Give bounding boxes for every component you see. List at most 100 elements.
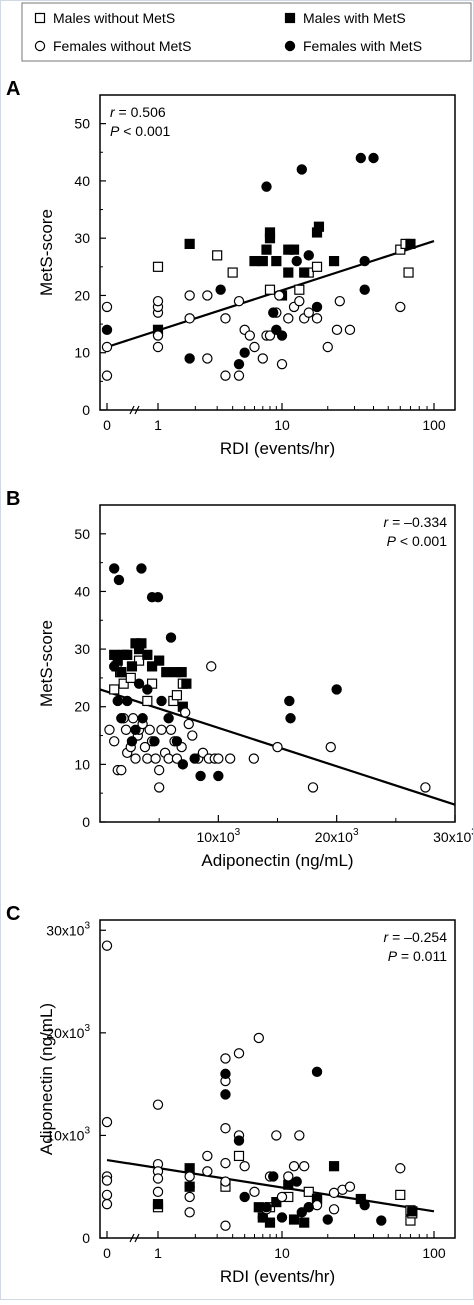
filled-square-data-point: [184, 238, 195, 250]
y-tick-label: 0: [82, 814, 90, 830]
open-circle-data-point: [288, 1160, 300, 1172]
filled-square-data-point: [142, 649, 153, 660]
legend-label: Males without MetS: [53, 10, 175, 26]
open-square-data-point: [152, 261, 164, 272]
open-circle-data-point: [153, 782, 165, 793]
filled-circle-data-point: [296, 164, 308, 175]
open-circle-data-point: [420, 782, 431, 793]
open-circle-data-point: [139, 741, 151, 753]
open-circle-data-point: [233, 370, 245, 381]
filled-circle-data-point: [116, 713, 127, 724]
p-value-text: P < 0.001: [110, 123, 171, 139]
open-circle-data-point: [184, 313, 195, 324]
filled-circle-data-point: [152, 592, 164, 603]
axis-break: [134, 1233, 140, 1243]
filled-circle-data-point: [276, 1212, 288, 1223]
x-tick-label: 1: [154, 417, 162, 433]
x-axis-label: RDI (events/hr): [220, 1267, 335, 1286]
filled-square-data-point: [288, 1214, 300, 1225]
filled-circle-data-point: [130, 724, 141, 735]
p-symbol: P: [387, 533, 397, 549]
open-circle-data-point: [303, 307, 314, 318]
y-tick-label: 20: [74, 287, 90, 303]
filled-circle-data-point: [239, 1191, 250, 1203]
filled-circle-data-point: [311, 1066, 323, 1078]
open-circle-data-point: [233, 295, 245, 307]
open-circle-data-point: [152, 295, 164, 307]
filled-circle-data-point: [285, 713, 296, 724]
r-value: = –0.334: [388, 514, 447, 530]
filled-circle-data-point: [296, 1207, 308, 1218]
open-circle-data-point: [272, 741, 283, 753]
open-circle-data-point: [187, 730, 198, 741]
filled-circle-data-point: [261, 181, 272, 192]
filled-square-data-point: [261, 244, 272, 255]
open-circle-data-point: [184, 1191, 195, 1203]
open-square-data-point: [395, 1189, 406, 1201]
open-square-data-point: [233, 1150, 245, 1162]
open-circle-data-point: [249, 341, 260, 353]
open-circle-data-point: [108, 736, 120, 747]
open-circle-data-point: [202, 1150, 213, 1162]
open-circle-data-point: [249, 1186, 260, 1198]
panel-letter: C: [6, 903, 20, 925]
filled-square-data-point: [257, 255, 268, 267]
open-circle-data-point: [153, 764, 165, 776]
open-circle-data-point: [325, 741, 336, 753]
open-circle-data-point: [156, 724, 167, 735]
x-axis-label: RDI (events/hr): [220, 439, 335, 458]
filled-circle-data-point: [220, 1089, 231, 1100]
filled-circle-data-point: [165, 632, 177, 643]
open-circle-data-point: [220, 313, 231, 324]
open-circle-data-point: [144, 724, 155, 735]
open-circle-data-point: [299, 1160, 310, 1172]
open-circle-data-point: [220, 1123, 231, 1134]
open-circle-data-point: [152, 330, 164, 341]
tick-exponent: 3: [235, 827, 241, 838]
filled-circle-data-point: [233, 358, 245, 370]
axis-break: [129, 1233, 135, 1243]
open-circle-legend-marker: [34, 40, 46, 52]
filled-square-data-point: [405, 238, 416, 250]
r-symbol: r: [384, 929, 390, 945]
filled-circle-data-point: [189, 753, 200, 764]
open-square-legend-marker: [34, 12, 46, 24]
panel-letter: A: [6, 78, 20, 100]
filled-square-data-point: [161, 667, 172, 678]
open-circle-data-point: [120, 724, 132, 735]
open-circle-data-point: [213, 753, 224, 764]
filled-square-data-point: [271, 255, 282, 267]
y-axis-label: MetS-score: [37, 620, 56, 707]
open-circle-data-point: [206, 661, 217, 672]
filled-square-data-point: [154, 655, 165, 666]
open-circle-data-point: [202, 290, 213, 301]
legend-label: Females with MetS: [303, 38, 422, 54]
filled-circle-data-point: [101, 324, 113, 336]
filled-circle-data-point: [322, 1214, 333, 1225]
filled-square-data-point: [328, 255, 340, 267]
y-tick-label: 40: [74, 173, 90, 189]
y-tick-label: 30: [74, 230, 90, 246]
panel-letter: B: [6, 488, 20, 510]
correlation-text: r = 0.506: [110, 104, 166, 120]
open-circle-data-point: [294, 295, 305, 307]
filled-square-data-point: [299, 1217, 310, 1228]
open-circle-data-point: [328, 1187, 340, 1199]
filled-square-data-point: [264, 227, 276, 238]
open-square-data-point: [133, 655, 145, 666]
x-tick-label: 30x103: [433, 827, 474, 845]
filled-circle-data-point: [149, 736, 160, 747]
open-square-data-point: [142, 695, 153, 707]
filled-square-data-point: [299, 267, 310, 278]
filled-circle-data-point: [113, 574, 125, 586]
r-value: = 0.506: [115, 104, 166, 120]
legend: Males without MetS Males with MetS Females…: [21, 2, 472, 62]
open-circle-data-point: [220, 1053, 231, 1064]
filled-circle-data-point: [303, 250, 314, 261]
filled-square-data-point: [271, 1196, 282, 1208]
filled-circle-data-point: [133, 678, 145, 689]
filled-circle-data-point: [291, 255, 302, 267]
open-square-data-point: [395, 244, 406, 255]
